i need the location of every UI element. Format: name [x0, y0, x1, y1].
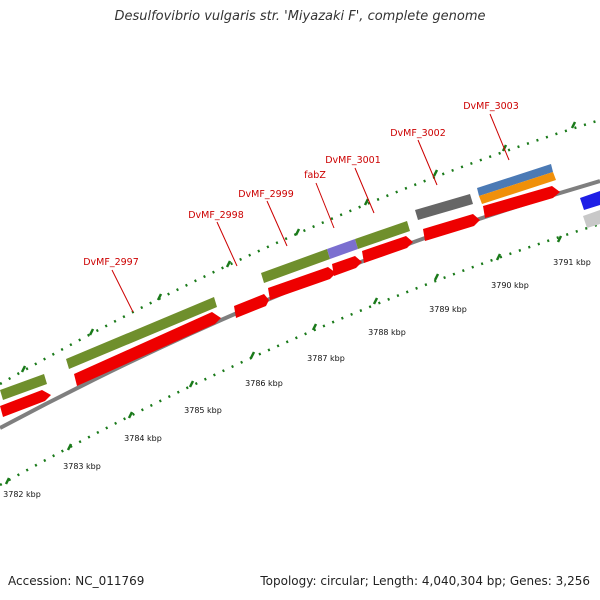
gene-bar[interactable] [0, 374, 47, 400]
genome-map-plot: DvMF_2997 DvMF_2998 DvMF_2999 fabZ DvMF_… [0, 101, 600, 499]
scale-label-3786: 3786 kbp [245, 379, 283, 388]
cds-arrow[interactable] [362, 236, 413, 263]
cds-arrow[interactable] [423, 214, 480, 241]
scale-labels: 3782 kbp 3783 kbp 3784 kbp 3785 kbp 3786… [3, 258, 591, 499]
gene-bar-dvmf-3002[interactable] [415, 194, 473, 220]
cds-arrow[interactable] [332, 256, 362, 276]
cds-arrow[interactable] [0, 390, 51, 417]
scale-label-3790: 3790 kbp [491, 281, 529, 290]
gene-label-dvmf-2998[interactable]: DvMF_2998 [188, 210, 244, 221]
label-leaders [111, 113, 510, 313]
gene-bar-dvmf-3003-orange[interactable] [479, 172, 556, 204]
scale-label-3787: 3787 kbp [307, 354, 345, 363]
gene-bar[interactable] [580, 191, 600, 210]
gene-track [0, 164, 600, 400]
scale-label-3785: 3785 kbp [184, 406, 222, 415]
outer-tick-track [0, 118, 600, 386]
accession-label: Accession: NC_011769 [8, 574, 145, 588]
genome-title: Desulfovibrio vulgaris str. 'Miyazaki F'… [114, 9, 486, 24]
gene-label-dvmf-3001[interactable]: DvMF_3001 [325, 155, 381, 166]
scale-label-3791: 3791 kbp [553, 258, 591, 267]
genome-backbone [0, 179, 600, 430]
gene-label-dvmf-3003[interactable]: DvMF_3003 [463, 101, 519, 112]
cds-arrow[interactable] [483, 186, 560, 218]
gene-bar-dvmf-2997[interactable] [66, 297, 217, 369]
gene-bar-dvmf-3001[interactable] [355, 221, 410, 249]
gene-bar-dvmf-3003-blue[interactable] [477, 164, 553, 196]
gene-label-dvmf-2999[interactable]: DvMF_2999 [238, 189, 294, 200]
cds-arrow[interactable] [74, 312, 221, 386]
gene-bar[interactable] [583, 210, 600, 228]
gene-labels: DvMF_2997 DvMF_2998 DvMF_2999 fabZ DvMF_… [83, 101, 519, 268]
scale-label-3782: 3782 kbp [3, 490, 41, 499]
scale-label-3789: 3789 kbp [429, 305, 467, 314]
scale-label-3784: 3784 kbp [124, 434, 162, 443]
cds-arrow[interactable] [234, 294, 269, 318]
gene-bar-fabz[interactable] [327, 239, 358, 259]
scale-label-3783: 3783 kbp [63, 462, 101, 471]
gene-label-dvmf-3002[interactable]: DvMF_3002 [390, 128, 446, 139]
cds-track [0, 186, 560, 417]
inner-scale-track [0, 222, 600, 487]
gene-label-fabz[interactable]: fabZ [304, 170, 326, 181]
topology-label: Topology: circular; Length: 4,040,304 bp… [260, 574, 590, 588]
gene-label-dvmf-2997[interactable]: DvMF_2997 [83, 257, 139, 268]
cds-arrow[interactable] [268, 267, 336, 300]
scale-label-3788: 3788 kbp [368, 328, 406, 337]
gene-bar-dvmf-2999[interactable] [261, 249, 330, 283]
